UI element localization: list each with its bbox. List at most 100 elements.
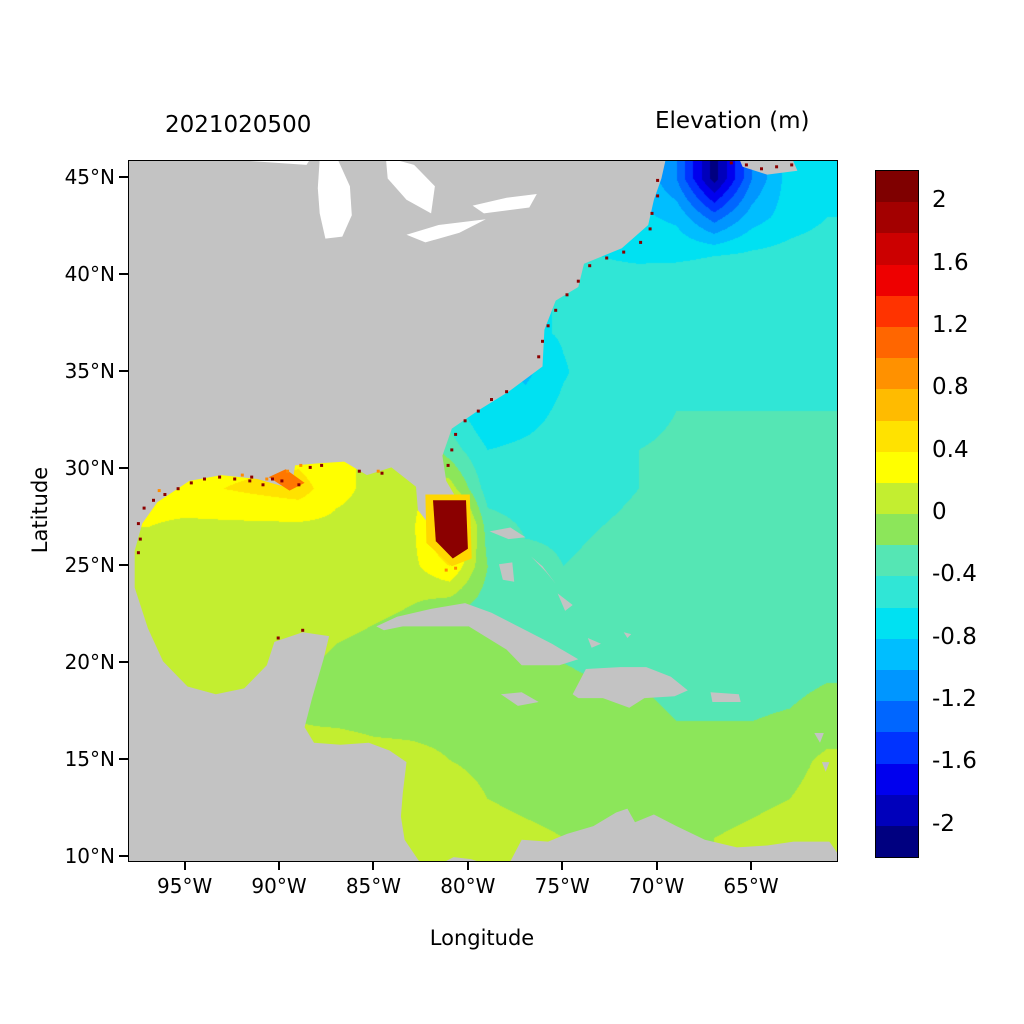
y-tick-label: 25°N bbox=[64, 553, 115, 578]
coastal-high-elevation-spot bbox=[280, 479, 284, 483]
colorbar-segment-17 bbox=[876, 701, 918, 733]
colorbar-segment-15 bbox=[876, 638, 918, 670]
colorbar bbox=[875, 170, 919, 858]
land-turks bbox=[623, 632, 632, 638]
colorbar-segment-13 bbox=[876, 576, 918, 608]
y-tick-mark bbox=[119, 467, 128, 470]
colorbar-tick-label: 0.8 bbox=[932, 374, 969, 401]
colorbar-segment-20 bbox=[876, 794, 918, 826]
land-overlay-svg bbox=[129, 161, 837, 861]
colorbar-segment-11 bbox=[876, 514, 918, 546]
y-tick-label: 30°N bbox=[64, 456, 115, 481]
x-tick-label: 95°W bbox=[157, 874, 213, 898]
coastal-high-elevation-spot bbox=[136, 522, 140, 526]
land-south-america bbox=[510, 808, 837, 861]
coastal-high-elevation-spot bbox=[299, 463, 303, 467]
y-tick-mark bbox=[119, 176, 128, 179]
land-north-america-mainland bbox=[129, 161, 666, 861]
x-tick-label: 70°W bbox=[629, 874, 685, 898]
coastal-high-elevation-spot bbox=[639, 240, 643, 244]
land-bahamas-eleuthera bbox=[531, 556, 556, 584]
coastal-high-elevation-spot bbox=[176, 487, 180, 491]
coastal-high-elevation-spot bbox=[744, 163, 748, 167]
x-tick-label: 90°W bbox=[251, 874, 307, 898]
coastal-high-elevation-spot bbox=[265, 477, 269, 481]
x-tick-mark bbox=[655, 861, 658, 870]
y-tick-mark bbox=[119, 758, 128, 761]
coastal-high-elevation-spot bbox=[541, 339, 544, 343]
land-puerto-rico bbox=[710, 692, 741, 702]
land-nova-scotia bbox=[740, 161, 798, 175]
x-axis-title: Longitude bbox=[429, 926, 535, 950]
coastal-high-elevation-spot bbox=[588, 264, 592, 268]
coastal-high-elevation-spot bbox=[163, 493, 167, 496]
land-lesser-antilles-north bbox=[814, 733, 824, 743]
coastal-high-elevation-spot bbox=[320, 463, 324, 467]
land-bahamas-grand bbox=[489, 527, 526, 540]
colorbar-tick-label: -2 bbox=[932, 810, 955, 837]
coastal-high-elevation-spot bbox=[286, 469, 290, 473]
coastal-high-elevation-spot bbox=[157, 489, 161, 493]
lake-huron bbox=[386, 161, 435, 214]
florida-surge-core bbox=[433, 500, 468, 559]
coastal-high-elevation-spot bbox=[276, 636, 280, 640]
colorbar-segment-12 bbox=[876, 545, 918, 577]
lake-superior bbox=[249, 161, 309, 165]
colorbar-segment-2 bbox=[876, 233, 918, 265]
coastal-high-elevation-spot bbox=[605, 256, 609, 260]
coastal-high-elevation-spot bbox=[622, 250, 626, 254]
land-jamaica bbox=[500, 692, 539, 706]
colorbar-segment-9 bbox=[876, 451, 918, 483]
coastal-high-elevation-spot bbox=[261, 483, 265, 487]
x-tick-label: 80°W bbox=[440, 874, 496, 898]
colorbar-segment-21 bbox=[876, 825, 918, 858]
land-lesser-antilles-south bbox=[821, 762, 830, 772]
coastal-high-elevation-spot bbox=[565, 293, 569, 297]
y-tick-label: 10°N bbox=[64, 844, 115, 869]
x-tick-mark bbox=[561, 861, 564, 870]
y-tick-mark bbox=[119, 273, 128, 276]
coastal-high-elevation-spot bbox=[463, 419, 467, 423]
x-tick-mark bbox=[183, 861, 186, 870]
x-tick-mark bbox=[750, 861, 753, 870]
land-bahamas-andros bbox=[499, 562, 515, 582]
coastal-high-elevation-spot bbox=[297, 483, 301, 487]
lake-ontario bbox=[472, 194, 537, 214]
colorbar-segment-4 bbox=[876, 295, 918, 327]
land-hispaniola bbox=[572, 667, 688, 708]
coastal-high-elevation-spot bbox=[760, 167, 763, 171]
coastal-high-elevation-spot bbox=[546, 324, 550, 328]
y-tick-mark bbox=[119, 564, 128, 567]
coastal-high-elevation-spot bbox=[505, 390, 509, 394]
x-tick-mark bbox=[466, 861, 469, 870]
coastal-high-elevation-spot bbox=[357, 469, 361, 473]
coastal-high-elevation-spot bbox=[648, 227, 652, 231]
coastal-high-elevation-spot bbox=[233, 477, 237, 481]
colorbar-tick-label: -1.6 bbox=[932, 748, 977, 775]
colorbar-tick-label: -0.4 bbox=[932, 561, 977, 588]
colorbar-segment-19 bbox=[876, 763, 918, 795]
coastal-high-elevation-spot bbox=[248, 479, 252, 483]
map-plot-area bbox=[128, 160, 838, 862]
colorbar-segment-0 bbox=[876, 171, 918, 203]
y-axis-title: Latitude bbox=[28, 466, 52, 554]
coastal-high-elevation-spot bbox=[380, 471, 384, 475]
lake-michigan bbox=[317, 161, 352, 239]
colorbar-segment-5 bbox=[876, 326, 918, 359]
colorbar-tick-label: 0.4 bbox=[932, 436, 969, 463]
coastal-high-elevation-spot bbox=[189, 481, 193, 485]
land-bahamas-long-island bbox=[557, 593, 573, 611]
x-tick-label: 65°W bbox=[723, 874, 779, 898]
coastal-high-elevation-spot bbox=[138, 537, 142, 541]
coastal-high-elevation-spot bbox=[650, 211, 654, 215]
coastal-high-elevation-spot bbox=[240, 473, 244, 477]
coastal-high-elevation-spot bbox=[476, 409, 480, 413]
coastal-high-elevation-spot bbox=[308, 465, 312, 469]
coastal-high-elevation-spot bbox=[152, 498, 155, 502]
coastal-high-elevation-spot bbox=[301, 628, 305, 632]
coastal-high-elevation-spot bbox=[576, 279, 580, 283]
colorbar-segment-7 bbox=[876, 389, 918, 421]
y-tick-label: 40°N bbox=[64, 262, 115, 287]
coastal-high-elevation-spot bbox=[250, 475, 254, 479]
coastal-high-elevation-spot bbox=[446, 463, 450, 467]
